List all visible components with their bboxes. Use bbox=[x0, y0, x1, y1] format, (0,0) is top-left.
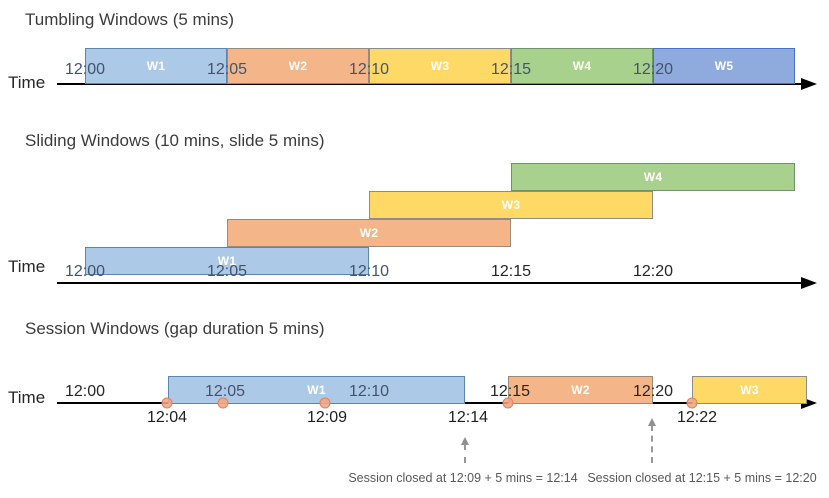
session-closed-annotation: Session closed at 12:15 + 5 mins = 12:20 bbox=[587, 471, 817, 485]
window-label-w1: W1 bbox=[217, 254, 237, 268]
tick-label: 12:10 bbox=[348, 61, 390, 78]
dashed-arrow-icon bbox=[651, 425, 653, 463]
session-windows-title: Session Windows (gap duration 5 mins) bbox=[25, 319, 325, 338]
tick-label: 12:05 bbox=[204, 383, 246, 400]
tick-label: 12:20 bbox=[632, 383, 674, 400]
window-label-w3: W3 bbox=[430, 59, 450, 73]
window-box-w4: W4 bbox=[511, 48, 653, 84]
event-dot bbox=[686, 397, 698, 409]
tumbling-time-axis-label: Time bbox=[8, 73, 46, 92]
tick-label: 12:10 bbox=[348, 383, 390, 400]
window-box-w5: W5 bbox=[653, 48, 795, 84]
window-label-w3: W3 bbox=[501, 198, 521, 212]
tick-label: 12:15 bbox=[489, 383, 531, 400]
timeline-arrow-icon bbox=[801, 78, 817, 90]
event-dot bbox=[161, 397, 173, 409]
tick-label: 12:20 bbox=[632, 61, 674, 78]
window-box-w3: W3 bbox=[369, 48, 511, 84]
window-label-w3: W3 bbox=[740, 383, 759, 397]
tick-label: 12:05 bbox=[206, 263, 248, 280]
window-box-w3: W3 bbox=[692, 376, 807, 404]
timeline bbox=[57, 83, 802, 85]
window-label-w4: W4 bbox=[643, 170, 663, 184]
window-label-w2: W2 bbox=[288, 59, 308, 73]
dashed-arrowhead-icon bbox=[648, 418, 656, 426]
tick-label: 12:00 bbox=[64, 61, 106, 78]
dashed-arrowhead-icon bbox=[461, 437, 469, 445]
window-label-w4: W4 bbox=[572, 59, 592, 73]
sliding-windows-title: Sliding Windows (10 mins, slide 5 mins) bbox=[25, 131, 325, 150]
session-closed-annotation: Session closed at 12:09 + 5 mins = 12:14 bbox=[348, 471, 578, 485]
tick-label: 12:00 bbox=[64, 263, 106, 280]
dashed-arrow-icon bbox=[464, 444, 466, 463]
tick-label: 12:20 bbox=[632, 263, 674, 280]
timeline-arrow-icon bbox=[801, 277, 817, 289]
tumbling-windows-title: Tumbling Windows (5 mins) bbox=[25, 10, 235, 29]
event-time-label: 12:04 bbox=[146, 409, 188, 426]
window-box-w3: W3 bbox=[369, 191, 653, 219]
window-label-w1: W1 bbox=[307, 383, 326, 397]
window-box-w4: W4 bbox=[511, 163, 795, 191]
timeline bbox=[57, 282, 802, 284]
sliding-time-axis-label: Time bbox=[8, 257, 46, 276]
window-box-w1: W1 bbox=[85, 48, 227, 84]
window-label-w2: W2 bbox=[571, 383, 590, 397]
tick-label: 12:00 bbox=[64, 383, 106, 400]
window-label-w2: W2 bbox=[359, 226, 379, 240]
window-box-w2: W2 bbox=[227, 48, 369, 84]
session-time-axis-label: Time bbox=[8, 388, 46, 407]
tick-label: 12:15 bbox=[490, 263, 532, 280]
window-box-w2: W2 bbox=[508, 376, 653, 404]
window-label-w5: W5 bbox=[714, 59, 734, 73]
window-box-w2: W2 bbox=[227, 219, 511, 247]
event-dot bbox=[217, 397, 229, 409]
tick-label: 12:10 bbox=[348, 263, 390, 280]
tick-label: 12:15 bbox=[490, 61, 532, 78]
window-label-w1: W1 bbox=[146, 59, 166, 73]
tick-label: 12:05 bbox=[206, 61, 248, 78]
event-time-label: 12:14 bbox=[447, 409, 489, 426]
window-box-w1: W1 bbox=[85, 247, 369, 275]
event-dot bbox=[502, 397, 514, 409]
event-time-label: 12:09 bbox=[306, 409, 348, 426]
event-dot bbox=[319, 397, 331, 409]
event-time-label: 12:22 bbox=[676, 409, 718, 426]
